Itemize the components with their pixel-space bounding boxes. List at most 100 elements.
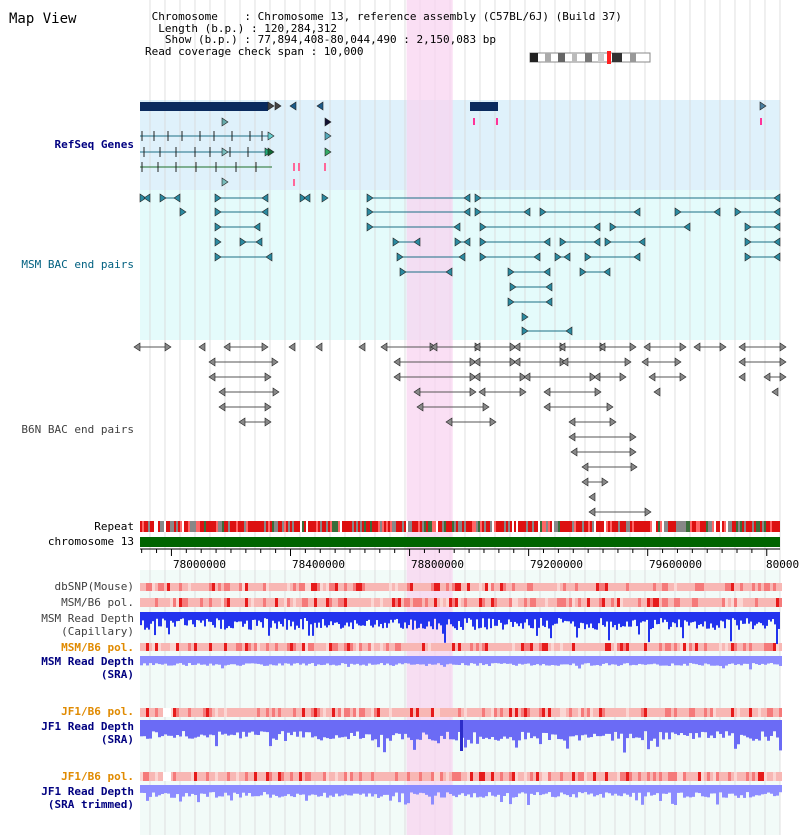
heat-cell: [152, 772, 155, 781]
repeat-element: [734, 521, 736, 532]
heat-cell: [413, 583, 416, 591]
track-label-msm-pol-sra[interactable]: MSM/B6 pol.: [61, 641, 134, 654]
track-label-repeat[interactable]: Repeat: [94, 520, 134, 533]
length-line: Length (b.p.) : 120,284,312: [145, 21, 338, 35]
heat-cell: [671, 772, 674, 781]
depth-bar: [719, 720, 722, 734]
track-label-dbsnp[interactable]: dbSNP(Mouse): [54, 580, 134, 593]
heat-cell: [215, 583, 218, 591]
depth-bar: [356, 720, 359, 732]
heat-cell: [149, 583, 152, 591]
depth-bar: [581, 656, 584, 665]
heat-cell: [287, 598, 290, 607]
depth-bar: [767, 720, 770, 741]
depth-bar: [178, 612, 180, 621]
depth-bar: [722, 720, 725, 738]
heat-cell: [209, 583, 212, 591]
depth-bar: [308, 785, 311, 796]
depth-bar: [227, 720, 230, 736]
depth-bar: [322, 612, 324, 620]
heat-cell: [497, 772, 500, 781]
heat-cell: [374, 583, 377, 591]
chromosome-ideogram: [529, 51, 651, 64]
track-label-jf1-depth-trim[interactable]: JF1 Read Depth: [41, 785, 134, 798]
depth-bar: [266, 720, 269, 733]
depth-bar: [282, 612, 284, 627]
depth-bar: [377, 785, 380, 798]
heat-cell: [656, 583, 659, 591]
heat-cell: [146, 598, 149, 607]
repeat-element: [180, 521, 182, 532]
depth-bar: [617, 785, 620, 796]
track-label-chromosome[interactable]: chromosome 13: [47, 535, 134, 548]
heat-cell: [434, 708, 437, 717]
depth-bar: [632, 612, 634, 621]
repeat-element: [446, 521, 448, 532]
depth-bar: [641, 656, 644, 665]
depth-bar: [342, 612, 344, 628]
depth-bar: [242, 656, 245, 665]
heat-cell: [416, 643, 419, 651]
depth-bar: [284, 656, 287, 664]
heat-cell: [308, 772, 311, 781]
track-label-refseq-genes[interactable]: RefSeq Genes: [54, 138, 134, 151]
track-label-jf1-pol-trim[interactable]: JF1/B6 pol.: [61, 770, 134, 783]
track-label-msm-bac[interactable]: MSM BAC end pairs: [21, 258, 134, 271]
heat-cell: [170, 772, 173, 781]
gene-arrow: [267, 147, 275, 157]
depth-bar: [758, 785, 761, 796]
heat-cell: [257, 708, 260, 717]
track-label-jf1-pol-sra[interactable]: JF1/B6 pol.: [61, 705, 134, 718]
depth-bar: [371, 720, 374, 741]
depth-bar: [710, 612, 712, 624]
heat-cell: [569, 708, 572, 717]
msm-bac-end: [454, 237, 462, 247]
heat-cell: [725, 598, 728, 607]
depth-bar: [356, 612, 358, 624]
heat-cell: [200, 598, 203, 607]
depth-bar: [650, 656, 653, 665]
track-label-jf1-depth-sra[interactable]: JF1 Read Depth: [41, 720, 134, 733]
repeat-element: [434, 521, 436, 532]
repeat-element: [400, 521, 402, 532]
depth-bar: [604, 612, 606, 627]
depth-bar: [749, 720, 752, 739]
depth-bar: [166, 612, 168, 628]
depth-bar: [728, 785, 731, 794]
depth-bar: [300, 612, 302, 620]
heat-cell: [173, 598, 176, 607]
repeat-element: [346, 521, 348, 532]
heat-cell: [758, 598, 761, 607]
heat-cell: [518, 708, 521, 717]
depth-bar: [746, 720, 749, 738]
repeat-element: [200, 521, 202, 532]
depth-bar: [149, 785, 152, 797]
b6n-bac-end: [469, 387, 477, 397]
b6n-bac-end: [644, 507, 652, 517]
msm-bac-end: [159, 193, 167, 203]
depth-bar: [760, 612, 762, 624]
heat-cell: [464, 643, 467, 651]
repeat-element: [652, 521, 654, 532]
depth-bar: [286, 612, 288, 630]
repeat-element: [290, 521, 292, 532]
depth-bar: [734, 785, 737, 796]
depth-bar: [389, 656, 392, 666]
depth-bar: [372, 612, 374, 628]
depth-bar: [155, 785, 158, 797]
depth-bar: [704, 785, 707, 797]
heat-cell: [650, 643, 653, 651]
track-label-msm-depth-capillary[interactable]: MSM Read Depth: [41, 612, 134, 625]
depth-bar: [725, 785, 728, 798]
depth-bar: [462, 612, 464, 630]
track-label-msm-depth-sra[interactable]: MSM Read Depth: [41, 655, 134, 668]
heat-cell: [503, 708, 506, 717]
heat-cell: [617, 643, 620, 651]
heat-cell: [590, 708, 593, 717]
heat-cell: [314, 583, 317, 591]
track-label-msm-pol-capillary[interactable]: MSM/B6 pol.: [61, 596, 134, 609]
depth-bar: [614, 720, 617, 732]
track-label-b6n-bac[interactable]: B6N BAC end pairs: [21, 423, 134, 436]
depth-bar: [238, 612, 240, 622]
depth-bar: [234, 612, 236, 622]
